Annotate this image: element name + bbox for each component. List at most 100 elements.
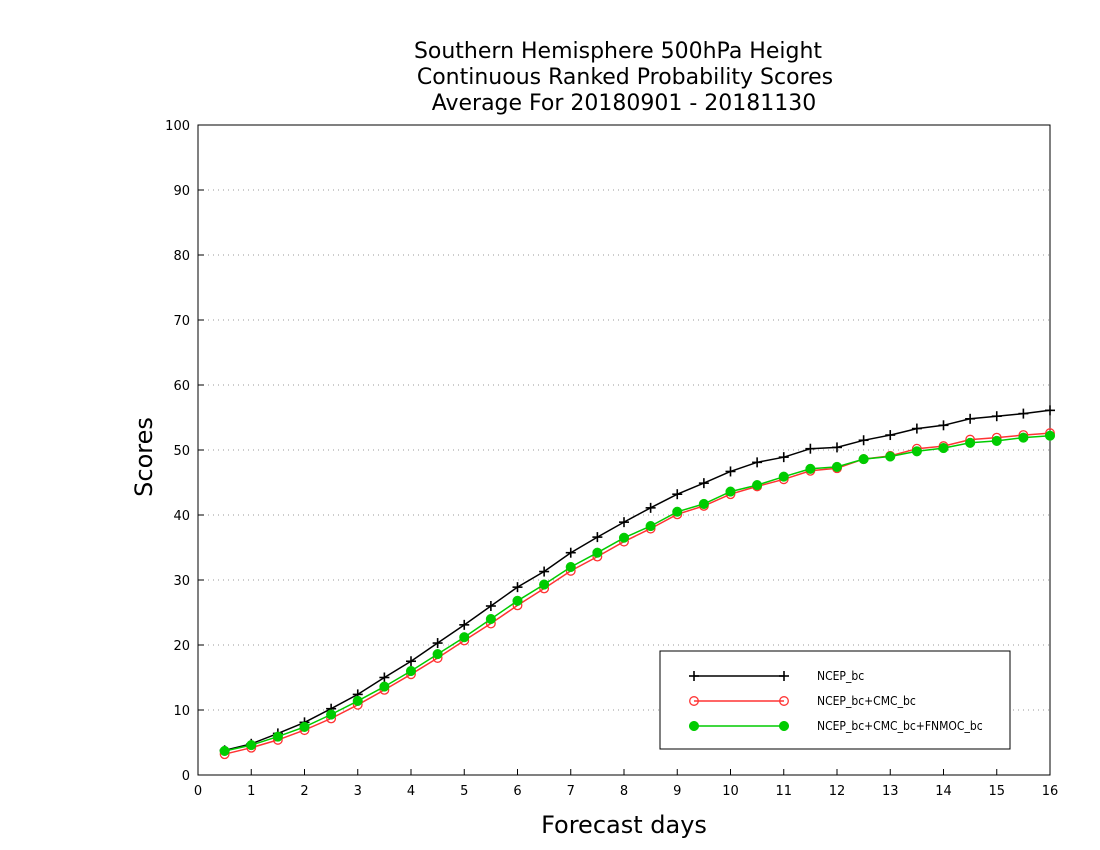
y-tick-label: 80 <box>173 249 190 264</box>
series-line <box>224 409 1051 752</box>
data-point <box>246 740 257 751</box>
data-point <box>379 672 390 683</box>
legend-entry: NCEP_bc+CMC_bc+FNMOC_bc <box>688 719 983 733</box>
data-point <box>1044 430 1056 441</box>
data-point <box>1018 432 1029 443</box>
legend-entry: NCEP_bc+CMC_bc <box>689 694 916 708</box>
data-point <box>832 442 842 453</box>
chart-title-line-1: Southern Hemisphere 500hPa Height <box>414 39 822 64</box>
x-tick-label: 16 <box>1042 784 1059 799</box>
data-point <box>778 452 789 463</box>
data-point <box>619 517 629 528</box>
x-tick-label: 0 <box>194 784 202 799</box>
y-tick-label: 20 <box>173 639 190 654</box>
series-layer <box>219 405 1056 760</box>
data-point <box>272 731 283 742</box>
data-point <box>778 471 789 482</box>
legend-label: NCEP_bc+CMC_bc <box>817 694 916 708</box>
y-tick-label: 100 <box>165 119 190 134</box>
legend-marker <box>688 720 700 732</box>
data-point <box>645 502 656 513</box>
data-point <box>512 582 523 593</box>
data-point <box>805 463 816 474</box>
data-point <box>459 619 470 630</box>
x-tick-label: 6 <box>513 784 521 799</box>
data-point <box>672 489 683 500</box>
legend-marker <box>689 696 699 706</box>
y-tick-label: 90 <box>173 184 190 199</box>
legend-marker <box>778 720 790 732</box>
data-point <box>485 613 496 625</box>
data-point <box>1018 408 1029 419</box>
data-point <box>406 656 416 667</box>
data-point <box>991 435 1002 446</box>
y-tick-label: 10 <box>173 704 190 719</box>
x-tick-label: 8 <box>620 784 628 799</box>
data-point <box>645 521 656 532</box>
y-tick-label: 40 <box>173 509 190 524</box>
x-tick-label: 7 <box>567 784 575 799</box>
data-point <box>805 443 816 454</box>
data-point <box>219 745 230 757</box>
y-tick-label: 0 <box>182 769 190 784</box>
x-tick-label: 11 <box>775 784 792 799</box>
x-tick-label: 13 <box>882 784 899 799</box>
axis-ticks <box>197 124 1051 776</box>
data-point <box>858 435 869 446</box>
data-point <box>432 638 443 649</box>
data-point <box>911 446 922 457</box>
data-point <box>379 681 390 692</box>
y-tick-label: 60 <box>173 379 190 394</box>
data-point <box>565 547 576 558</box>
data-point <box>1045 405 1055 416</box>
data-point <box>485 601 496 611</box>
data-point <box>911 423 922 434</box>
data-point <box>326 709 337 720</box>
data-point <box>991 411 1002 422</box>
data-point <box>405 665 417 677</box>
y-tick-label: 70 <box>173 314 190 329</box>
data-point <box>752 457 763 468</box>
data-point <box>592 532 603 543</box>
data-point <box>938 443 949 454</box>
y-axis-label: Scores <box>130 417 158 497</box>
x-tick-label: 9 <box>673 784 681 799</box>
series-2 <box>219 430 1056 757</box>
data-point <box>592 547 603 558</box>
data-point <box>965 437 976 448</box>
data-point <box>432 649 443 660</box>
x-tick-label: 4 <box>407 784 415 799</box>
x-tick-label: 12 <box>829 784 846 799</box>
data-point <box>698 498 709 510</box>
data-point <box>698 478 709 489</box>
legend-label: NCEP_bc <box>817 669 864 683</box>
x-tick-label: 5 <box>460 784 468 799</box>
data-point <box>299 721 310 732</box>
data-point <box>512 595 523 606</box>
y-tick-label: 50 <box>173 444 190 459</box>
chart-title-line-2: Continuous Ranked Probability Scores <box>417 65 833 90</box>
y-tick-label: 30 <box>173 574 190 589</box>
x-tick-label: 1 <box>247 784 255 799</box>
data-point <box>965 413 976 424</box>
legend-marker <box>779 671 789 681</box>
legend-marker <box>779 696 789 706</box>
data-point <box>672 506 683 517</box>
data-point <box>565 561 576 573</box>
data-point <box>459 632 470 643</box>
x-tick-label: 15 <box>988 784 1005 799</box>
data-point <box>618 532 630 543</box>
legend-entry: NCEP_bc <box>689 669 864 683</box>
data-point <box>725 486 736 497</box>
legend-label: NCEP_bc+CMC_bc+FNMOC_bc <box>817 719 983 733</box>
chart-title-line-3: Average For 20180901 - 20181130 <box>432 91 817 116</box>
data-point <box>885 451 896 462</box>
data-point <box>858 454 869 465</box>
data-point <box>539 579 550 590</box>
legend: NCEP_bc NCEP_bc+CMC_bc NCEP_bc+CMC_bc+FNMO… <box>659 650 1011 750</box>
x-tick-label: 10 <box>722 784 739 799</box>
x-tick-label: 14 <box>935 784 952 799</box>
data-point <box>831 461 843 472</box>
